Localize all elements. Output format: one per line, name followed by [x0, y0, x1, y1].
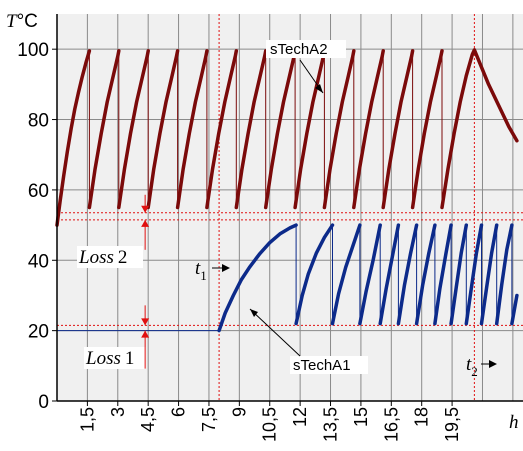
axes	[56, 14, 523, 402]
y-tick-label: 100	[17, 40, 49, 61]
loss-arrowhead	[141, 318, 150, 326]
loss-arrowhead	[141, 219, 150, 227]
x-axis-label: h	[509, 412, 519, 433]
x-tick-label: 13,5	[321, 407, 341, 442]
loss1-label-bg	[84, 347, 146, 369]
tick-labels: 0 20 40 60 80 100 1,5 3 4,5 6 7,5 9 10,5 12 13,5 15 16,5…	[17, 40, 462, 442]
x-tick-label: 4,5	[138, 407, 158, 432]
loss-arrowhead	[141, 205, 150, 213]
x-tick-label: 18	[412, 407, 432, 427]
series-label-a2-arrowhead	[315, 84, 323, 93]
t2-arrowhead	[489, 360, 497, 368]
x-tick-label: 19,5	[442, 407, 462, 442]
loss-arrowhead	[141, 330, 150, 338]
y-axis-label: T°C	[6, 11, 38, 32]
series-label-a1-arrowhead	[250, 309, 258, 317]
reference-lines	[57, 14, 523, 401]
loss2-label-bg	[77, 246, 143, 268]
y-tick-label: 80	[28, 111, 49, 132]
x-tick-label: 15	[351, 407, 371, 427]
loss2-label: Loss 2	[78, 247, 127, 268]
y-tick-label: 60	[28, 181, 49, 202]
x-tick-label: 6	[169, 407, 189, 417]
series-label-a2-bg	[266, 40, 346, 58]
series-label-a2: sTechA2	[270, 41, 328, 58]
x-tick-label: 7,5	[199, 407, 219, 432]
series-lines	[55, 48, 519, 333]
series-heating-sTechA1	[217, 223, 519, 333]
y-tick-label: 40	[28, 251, 49, 272]
x-tick-label: 3	[108, 407, 128, 417]
y-tick-label: 20	[28, 322, 49, 343]
x-tick-label: 10,5	[260, 407, 280, 442]
series-heating-sTechA2	[55, 48, 519, 227]
t2-label: t2	[466, 354, 478, 379]
x-tick-label: 1,5	[77, 407, 97, 432]
series-label-a1-pointer	[249, 308, 301, 357]
series-label-a1-bg	[290, 356, 368, 374]
loss-arrows	[141, 194, 150, 369]
y-tick-label: 0	[38, 392, 49, 413]
x-tick-label: 12	[290, 407, 310, 427]
x-tick-label: 16,5	[381, 407, 401, 442]
x-tick-label: 9	[229, 407, 249, 417]
loss1-label: Loss 1	[85, 348, 134, 369]
t1-arrowhead	[222, 264, 230, 272]
t1-label: t1	[195, 258, 207, 283]
series-label-a1: sTechA1	[293, 357, 351, 374]
